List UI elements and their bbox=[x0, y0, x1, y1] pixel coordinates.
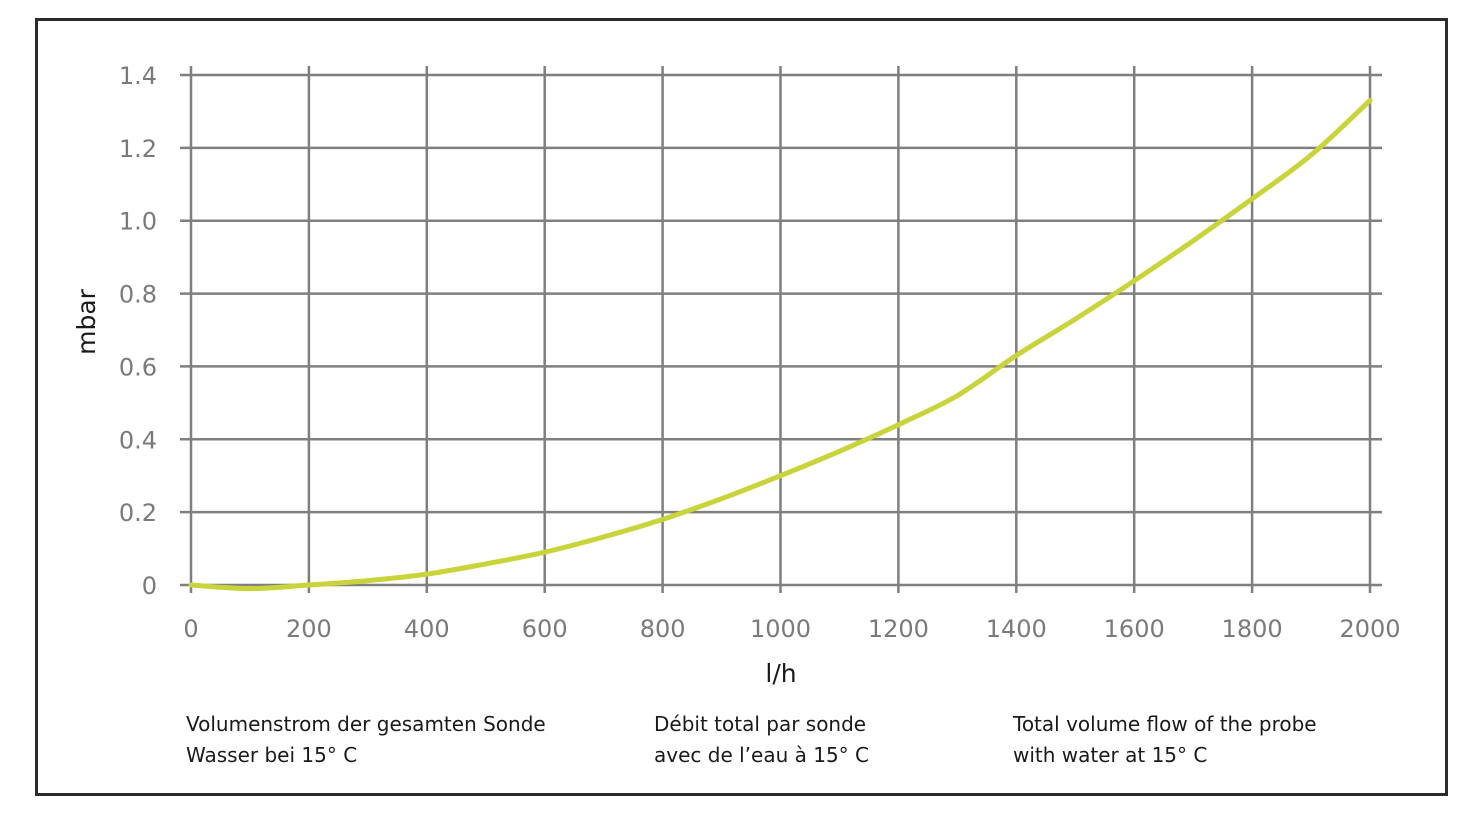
caption-german: Volumenstrom der gesamten Sonde Wasser b… bbox=[186, 709, 546, 771]
caption-english-line1: Total volume flow of the probe bbox=[1013, 712, 1317, 736]
y-tick-label: 0.2 bbox=[119, 499, 157, 527]
y-tick-label: 0 bbox=[142, 572, 157, 600]
x-tick-label: 1600 bbox=[1104, 615, 1165, 643]
x-tick-label: 400 bbox=[404, 615, 450, 643]
y-tick-label: 0.8 bbox=[119, 281, 157, 309]
x-tick-label: 2000 bbox=[1339, 615, 1400, 643]
y-tick-label: 0.6 bbox=[119, 353, 157, 381]
x-tick-label: 600 bbox=[522, 615, 568, 643]
caption-english: Total volume flow of the probe with wate… bbox=[1013, 709, 1317, 771]
x-tick-label: 200 bbox=[286, 615, 332, 643]
y-tick-label: 1.2 bbox=[119, 135, 157, 163]
caption-german-line1: Volumenstrom der gesamten Sonde bbox=[186, 712, 546, 736]
y-tick-label: 0.4 bbox=[119, 426, 157, 454]
x-axis-title: l/h bbox=[765, 659, 796, 688]
x-tick-label: 1400 bbox=[986, 615, 1047, 643]
caption-german-line2: Wasser bei 15° C bbox=[186, 743, 358, 767]
series-line bbox=[188, 98, 1373, 592]
caption-french: Débit total par sonde avec de l’eau à 15… bbox=[654, 709, 869, 771]
chart-frame bbox=[35, 18, 1448, 796]
caption-french-line1: Débit total par sonde bbox=[654, 712, 867, 736]
y-tick-label: 1.4 bbox=[119, 62, 157, 90]
x-tick-label: 800 bbox=[640, 615, 686, 643]
x-tick-label: 1800 bbox=[1222, 615, 1283, 643]
caption-french-line2: avec de l’eau à 15° C bbox=[654, 743, 869, 767]
x-tick-label: 0 bbox=[183, 615, 198, 643]
x-tick-label: 1000 bbox=[750, 615, 811, 643]
y-tick-label: 1.0 bbox=[119, 208, 157, 236]
y-axis-title: mbar bbox=[72, 288, 101, 355]
caption-english-line2: with water at 15° C bbox=[1013, 743, 1208, 767]
x-tick-label: 1200 bbox=[868, 615, 929, 643]
